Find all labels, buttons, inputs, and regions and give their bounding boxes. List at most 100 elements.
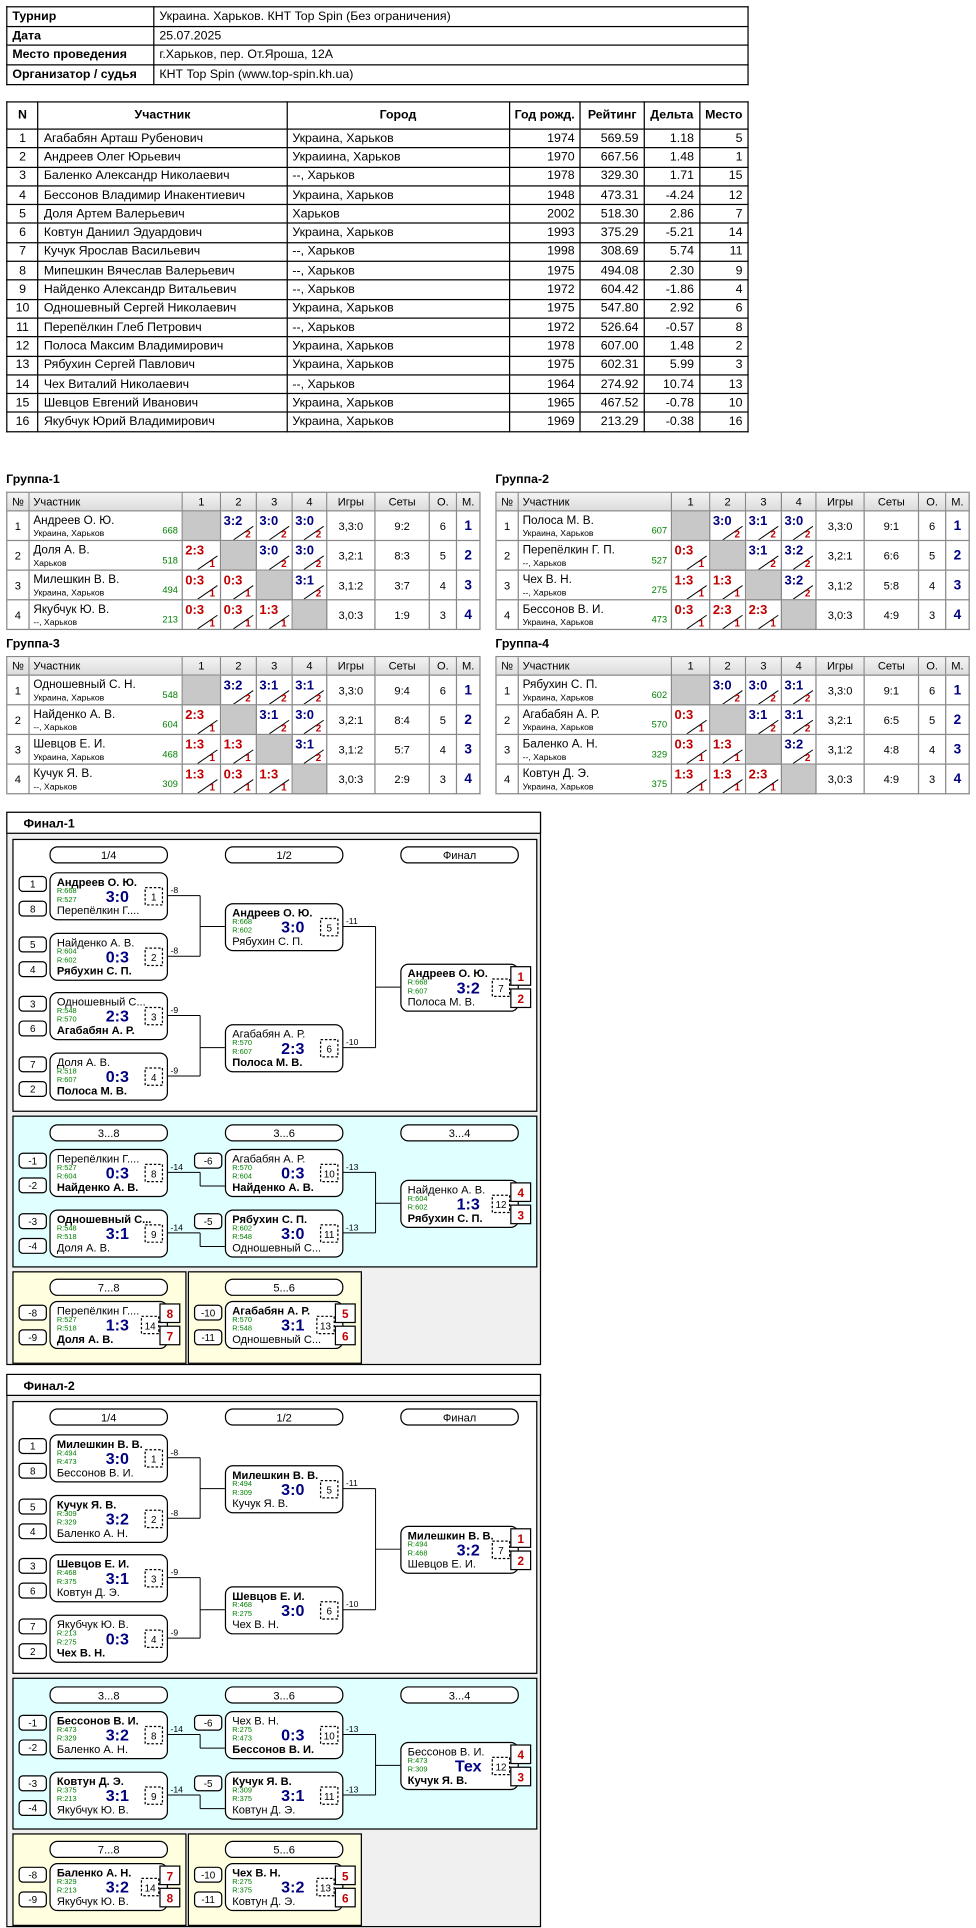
match-score: 3:0: [106, 1450, 129, 1468]
player-city: --, Харьков: [33, 783, 78, 792]
slash-line: [758, 690, 779, 705]
place-box: [334, 1887, 356, 1908]
slash: [303, 585, 324, 600]
group-cell: 3:0 2: [782, 511, 817, 542]
player-cell: Харьков: [286, 204, 510, 225]
round-label: Финал: [443, 850, 476, 862]
player-cell: 1948: [508, 185, 581, 206]
player-name: Доля А. В.: [33, 543, 90, 558]
points: 2: [315, 588, 322, 600]
slash: [197, 614, 218, 629]
loser-next: -14: [170, 1724, 183, 1734]
player-name: Кучук Я. В.: [408, 1775, 468, 1787]
match-number: 8: [151, 1169, 157, 1180]
slash-line: [197, 555, 218, 570]
player-cell: 2: [698, 336, 749, 357]
player-cell: 1.71: [643, 166, 701, 187]
player-cell: 1.48: [643, 336, 701, 357]
player-rating: R:309: [232, 1488, 252, 1497]
seed-box: [18, 1213, 47, 1230]
player-cell: 10: [6, 298, 39, 319]
slash-line: [303, 525, 324, 540]
group-cell: Бессонов В. И. Украина, Харьков 473: [518, 600, 673, 631]
slash: [197, 749, 218, 764]
points-total: 5: [429, 705, 458, 736]
group-cell: 3:0 2: [256, 511, 293, 542]
points-total: 6: [429, 675, 458, 706]
player-cell: 1.18: [643, 128, 701, 149]
match-number: 4: [151, 1635, 157, 1646]
player-rating: R:570: [232, 1038, 252, 1047]
points: 2: [804, 752, 811, 764]
match-number: 10: [324, 1169, 335, 1180]
loser-next: -11: [346, 916, 358, 926]
player-name: Перепёлкин Г....: [57, 1305, 140, 1317]
score: 0:3: [674, 737, 694, 753]
seed: -5: [204, 1779, 213, 1790]
slash-line: [233, 749, 254, 764]
loser-next: -13: [346, 1724, 359, 1734]
group-header-cell: 2: [221, 657, 257, 676]
player-rating: R:468: [232, 1600, 252, 1609]
player-cell: 11: [698, 241, 749, 263]
score: 3:1: [295, 678, 315, 694]
player-cell: Шевцов Евгений Иванович: [37, 393, 288, 414]
place-box: [510, 1204, 532, 1225]
group-cell: 1:3 1: [710, 570, 747, 601]
match-number-box: [140, 1315, 160, 1335]
seed-box: [18, 1739, 47, 1756]
slash-line: [233, 614, 254, 629]
loser-next: -9: [170, 1066, 178, 1076]
seed: -11: [201, 1333, 215, 1344]
match-score: 1:3: [106, 1317, 129, 1335]
points: 1: [734, 782, 741, 794]
place: 2: [457, 541, 481, 571]
seed-box: [18, 1080, 47, 1098]
group-cell: 3:1 2: [746, 541, 783, 571]
slash: [233, 614, 254, 629]
group-header-cell: Участник: [518, 492, 673, 512]
player-rating: R:570: [57, 1015, 77, 1024]
group-cell: 1:3 1: [672, 764, 711, 795]
slash-line: [792, 555, 814, 570]
group-header-cell: №: [7, 657, 30, 676]
group-table: № Участник 1 2 3 4 Игры Сеты О. М. 1 Полоса М. В. Ук…: [495, 491, 970, 631]
seed-box: [193, 1714, 223, 1731]
points-total: 6: [919, 675, 947, 706]
score: 0:3: [223, 602, 243, 618]
loser-next: -13: [346, 1222, 359, 1232]
games: 3,1:2: [816, 570, 865, 601]
group-header-cell: М.: [457, 492, 481, 512]
group-cell: 3:1 2: [746, 705, 783, 736]
player-cell: 2002: [508, 204, 581, 225]
player-rating: 607: [651, 525, 668, 537]
slash-line: [758, 779, 779, 794]
points: 2: [804, 558, 811, 570]
games: 3,3:0: [327, 511, 376, 542]
player-name: Милешкин В. В.: [57, 1439, 143, 1451]
slash: [792, 525, 814, 540]
player-rating: R:329: [57, 1517, 77, 1526]
info-table: Турнир Украина. Харьков. КНТ Top Spin (Бе…: [6, 6, 749, 85]
group-cell: 3:1 2: [782, 705, 817, 736]
player-name: Андреев О. Ю.: [57, 877, 137, 889]
group-cell: 0:3 1: [182, 600, 222, 631]
player-cell: Украина, Харьков: [286, 393, 510, 414]
match-score: 3:0: [281, 1225, 304, 1243]
points: 1: [770, 617, 776, 629]
slash: [269, 779, 290, 794]
match-score: 0:3: [106, 1165, 129, 1183]
player-cell: Украина, Харьков: [286, 222, 510, 244]
score: 3:0: [295, 513, 315, 529]
group-cell: [256, 735, 293, 765]
player-rating: R:213: [57, 1794, 77, 1803]
player-cell: 9: [698, 260, 749, 281]
score: 1:3: [674, 767, 694, 783]
row-number: 1: [496, 675, 519, 706]
score: 3:1: [784, 678, 804, 694]
player-rating: R:604: [57, 1172, 77, 1181]
player-cell: Якубчук Юрий Владимирович: [37, 411, 288, 433]
score: 2:3: [185, 543, 205, 559]
score: 3:0: [259, 543, 279, 559]
player-row: 12 Полоса Максим Владимирович Украина, Хар…: [6, 336, 749, 357]
